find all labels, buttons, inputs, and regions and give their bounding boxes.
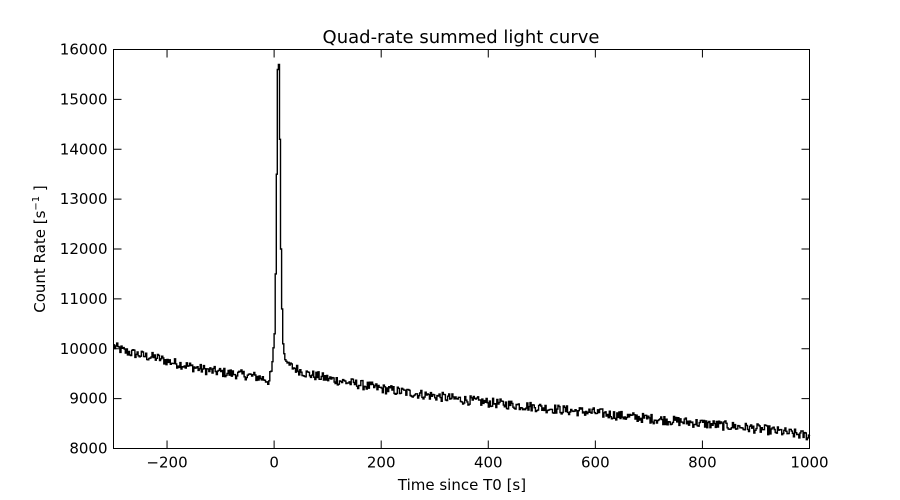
x-tick-label: 200 bbox=[367, 454, 396, 472]
x-tick-label: −200 bbox=[146, 454, 187, 472]
y-axis: 8000 9000 10000 11000 12000 13000 14000 15000 16… bbox=[60, 41, 810, 458]
x-axis: −200 0 200 400 600 800 1000 bbox=[146, 49, 829, 472]
x-tick-label: 800 bbox=[688, 454, 717, 472]
y-axis-label-exponent: −1 bbox=[31, 196, 42, 211]
chart-title: Quad-rate summed light curve bbox=[323, 27, 600, 48]
y-tick-label: 14000 bbox=[60, 140, 108, 158]
y-tick-label: 13000 bbox=[60, 190, 108, 208]
x-tick-label: 400 bbox=[474, 454, 503, 472]
y-tick-label: 12000 bbox=[60, 240, 108, 258]
plot-frame bbox=[113, 49, 810, 449]
x-axis-label: Time since T0 [s] bbox=[397, 476, 526, 494]
x-tick-label: 600 bbox=[581, 454, 610, 472]
x-tick-label: 0 bbox=[269, 454, 279, 472]
y-axis-label: Count Rate [s−1 ] bbox=[31, 185, 49, 313]
y-tick-label: 16000 bbox=[60, 41, 108, 59]
y-axis-label-close: ] bbox=[31, 185, 49, 196]
x-tick-label: 1000 bbox=[790, 454, 828, 472]
y-tick-label: 10000 bbox=[60, 340, 108, 358]
y-tick-label: 11000 bbox=[60, 290, 108, 308]
light-curve-line bbox=[113, 63, 811, 441]
plot-area bbox=[113, 63, 811, 441]
y-tick-label: 9000 bbox=[69, 390, 107, 408]
y-tick-label: 8000 bbox=[69, 440, 107, 458]
y-tick-label: 15000 bbox=[60, 90, 108, 108]
